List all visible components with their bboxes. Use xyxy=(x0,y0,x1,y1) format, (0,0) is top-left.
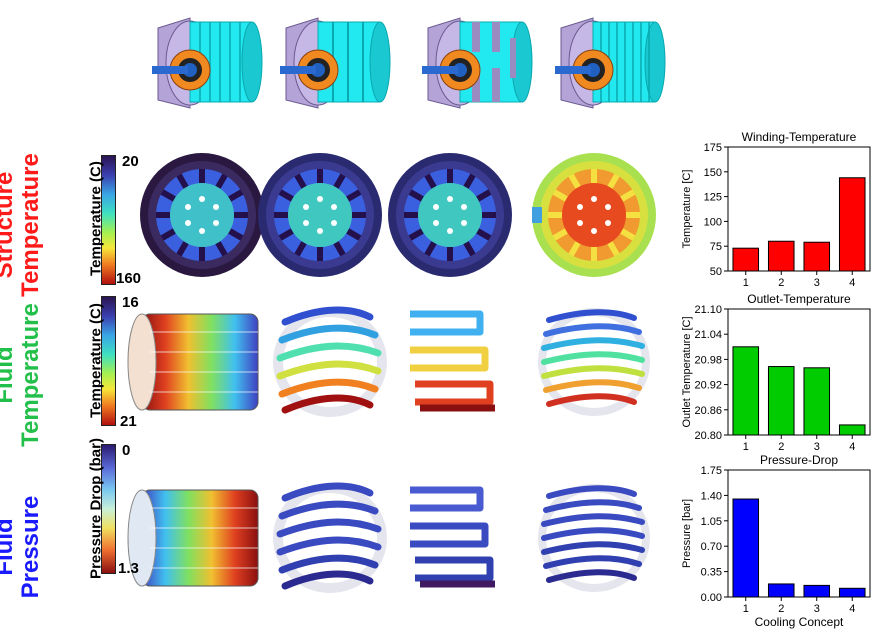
y-tick-label: 1.75 xyxy=(701,465,722,477)
y-tick-label: 0.70 xyxy=(701,541,722,553)
fluid-pressure-coil-4 xyxy=(538,484,650,592)
fluid-temperature-coil-4 xyxy=(538,308,650,416)
y-tick-label: 150 xyxy=(704,167,722,179)
y-tick-label: 20.86 xyxy=(694,405,722,417)
x-tick-label: 4 xyxy=(849,603,855,615)
x-tick-label: 1 xyxy=(743,277,749,289)
fluid-pressure-coil-1 xyxy=(127,489,259,587)
row-label-fluid-pressure: Fluid Pressure xyxy=(0,472,46,622)
y-tick-label: 175 xyxy=(704,142,722,154)
x-tick-label: 1 xyxy=(743,441,749,453)
y-tick-label: 21.04 xyxy=(694,329,722,341)
row-label-structure-temperature: Structure Temperature xyxy=(0,150,46,300)
x-tick-label: 2 xyxy=(778,603,784,615)
y-tick-label: 20.80 xyxy=(694,430,722,442)
bar xyxy=(767,240,795,272)
y-axis-label: Outlet Temperature [C] xyxy=(681,316,693,427)
bar xyxy=(838,177,866,272)
structure-temperature-map-3 xyxy=(388,153,512,277)
y-tick-label: 1.40 xyxy=(701,490,722,502)
bar-chart-3: Pressure-Drop 0.00 0.35 0.70 1.05 1.40 1.75 Pre… xyxy=(681,453,871,629)
colorbar-fluid-pressure xyxy=(101,444,116,574)
colorbar-title: Temperature (C) xyxy=(87,303,105,418)
row-label-line-2: Pressure xyxy=(17,495,44,599)
x-tick-label: 4 xyxy=(849,277,855,289)
y-tick-label: 20.92 xyxy=(694,380,722,392)
bar xyxy=(732,498,760,598)
colorbar-bottom-value: 1.3 xyxy=(118,560,139,577)
colorbar-bottom-value: 21 xyxy=(120,413,137,430)
chart-title: Winding-Temperature xyxy=(742,130,857,144)
y-tick-label: 0.35 xyxy=(701,567,722,579)
row-label-line-1: Structure xyxy=(0,171,18,279)
y-tick-label: 100 xyxy=(704,216,722,228)
motor-render-1 xyxy=(152,17,263,109)
bar xyxy=(803,367,831,436)
colorbar-title: Temperature (C) xyxy=(87,161,105,276)
fluid-pressure-coil-2 xyxy=(273,482,387,593)
bar xyxy=(803,584,831,598)
x-tick-label: 2 xyxy=(778,277,784,289)
chart-title: Pressure-Drop xyxy=(760,453,838,467)
structure-temperature-map-2 xyxy=(258,153,382,277)
row-label-line-2: Temperature xyxy=(17,303,44,447)
x-tick-label: 2 xyxy=(778,441,784,453)
colorbar-structure-temperature xyxy=(101,155,116,285)
y-tick-label: 0.00 xyxy=(701,592,722,604)
fluid-temperature-coil-1 xyxy=(127,313,259,411)
x-tick-label: 3 xyxy=(814,603,820,615)
colorbar-top-value: 20 xyxy=(122,153,139,170)
bar xyxy=(767,366,795,436)
y-axis-label: Temperature [C] xyxy=(681,170,693,249)
colorbar-top-value: 0 xyxy=(122,442,131,459)
chart-title: Outlet-Temperature xyxy=(747,292,851,306)
x-tick-label: 1 xyxy=(743,603,749,615)
fluid-temperature-coil-2 xyxy=(273,306,387,417)
row-label-fluid-temperature: Fluid Temperature xyxy=(0,300,46,450)
y-tick-label: 21.10 xyxy=(694,304,722,316)
motor-render-3 xyxy=(422,17,533,109)
fluid-temperature-coil-3 xyxy=(410,310,495,412)
bar-chart-2: Outlet-Temperature20.8020.8620.9220.9821… xyxy=(681,292,871,453)
y-tick-label: 1.05 xyxy=(701,516,722,528)
y-axis-label: Pressure [bar] xyxy=(681,499,693,568)
x-axis-label: Cooling Concept xyxy=(755,615,844,629)
x-tick-label: 3 xyxy=(814,441,820,453)
y-tick-label: 50 xyxy=(710,266,722,278)
bar xyxy=(838,587,866,598)
structure-temperature-map-1 xyxy=(140,153,264,277)
bar xyxy=(732,247,760,272)
row-label-line-2: Temperature xyxy=(17,153,44,297)
fluid-pressure-coil-3 xyxy=(410,486,495,588)
y-tick-label: 125 xyxy=(704,192,722,204)
colorbar-title: Pressure Drop (bar) xyxy=(87,438,105,579)
x-tick-label: 4 xyxy=(849,441,855,453)
structure-temperature-map-4 xyxy=(532,153,656,277)
motor-render-4 xyxy=(555,17,666,109)
y-tick-label: 20.98 xyxy=(694,354,722,366)
bar xyxy=(767,583,795,598)
y-tick-label: 75 xyxy=(710,241,722,253)
bar-chart-1: Winding-Temperature 50 75 100 125 150 175 Tempe… xyxy=(681,130,871,289)
x-tick-label: 3 xyxy=(814,277,820,289)
bar xyxy=(838,424,866,436)
row-label-line-1: Fluid xyxy=(0,346,18,404)
bar xyxy=(732,346,760,436)
colorbar-fluid-temperature xyxy=(101,296,116,426)
bar xyxy=(803,241,831,272)
bar-charts: Winding-Temperature 50 75 100 125 150 175 Tempe… xyxy=(681,130,871,629)
colorbar-bottom-value: 160 xyxy=(116,270,142,287)
motor-render-2 xyxy=(280,17,391,109)
row-label-line-1: Fluid xyxy=(0,518,18,576)
colorbar-top-value: 16 xyxy=(122,294,139,311)
